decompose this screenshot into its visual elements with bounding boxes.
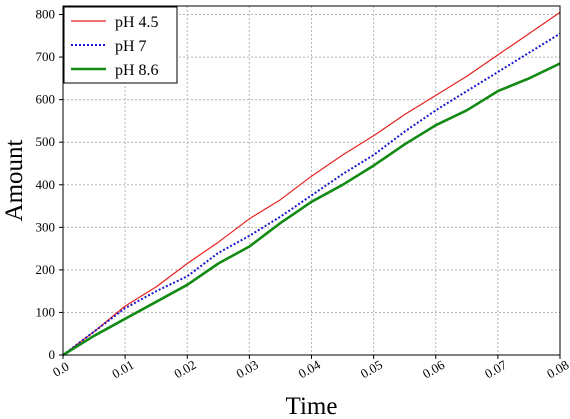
- y-tick-label: 200: [36, 262, 56, 277]
- y-tick-label: 300: [36, 219, 56, 234]
- series-line-2: [62, 32, 561, 356]
- legend-label-2: pH 7: [115, 38, 147, 55]
- y-axis-ticks: 0 100 200 300 400 500 600 700 800: [36, 7, 63, 362]
- y-axis-title: Amount: [1, 139, 28, 221]
- y-tick-label: 700: [36, 49, 56, 64]
- legend-box: [63, 6, 178, 84]
- series-lines: [62, 11, 561, 357]
- x-axis-title: Time: [286, 393, 338, 419]
- y-tick-label: 600: [36, 92, 56, 107]
- series-line-1: [62, 11, 561, 356]
- y-tick-label: 400: [36, 177, 56, 192]
- series-line-3: [62, 62, 561, 357]
- grid: [63, 6, 560, 355]
- y-tick-label: 500: [36, 134, 56, 149]
- legend: pH 4.5 pH 7 pH 8.6: [63, 6, 178, 84]
- y-tick-label: 0: [49, 347, 56, 362]
- y-tick-label: 100: [36, 304, 56, 319]
- legend-label-3: pH 8.6: [115, 62, 159, 79]
- y-tick-label: 800: [36, 7, 56, 22]
- legend-label-1: pH 4.5: [115, 14, 159, 31]
- x-tick-label: 0.0: [50, 359, 72, 380]
